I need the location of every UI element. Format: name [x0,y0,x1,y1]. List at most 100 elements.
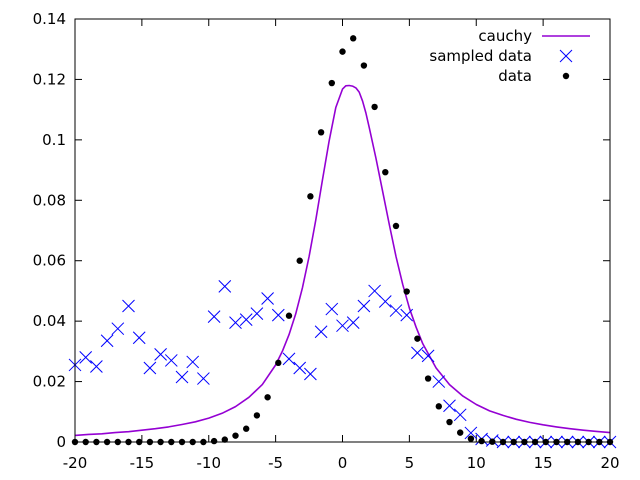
cross-stroke [293,361,307,375]
data-point [414,335,421,342]
cross-stroke [111,322,125,336]
series-layer [68,35,617,449]
sampled-data-point [282,352,296,366]
data-point [253,412,261,419]
sampled-data-point [293,361,307,375]
cross-stroke [164,354,178,367]
sampled-data-point [229,316,242,330]
data-point [243,425,250,432]
cross-stroke [389,304,403,317]
cross-stroke [559,49,573,63]
y-tick-label: 0.02 [33,373,66,391]
data-point [339,48,346,55]
cross-stroke [186,355,200,369]
sampled-data-point [261,292,274,305]
x-tick-label: 15 [534,454,553,472]
x-tick-label: -20 [63,454,88,472]
cross-stroke [400,308,414,322]
sampled-data-point [143,361,157,375]
data-point [382,168,389,176]
sampled-data-point [325,302,339,316]
sampled-data-point [164,354,178,367]
y-tick-label: 0.08 [33,191,66,209]
cross-stroke [443,399,456,413]
x-tick-label: 0 [338,454,348,472]
series-cauchy-line [74,84,611,437]
data-point [221,436,228,443]
cross-stroke [336,319,349,333]
sampled-data-point [336,319,349,333]
cross-stroke [207,310,221,323]
sampled-data-point [411,346,424,360]
data-point [457,429,464,436]
data-point [446,418,453,426]
cross-stroke [250,307,264,320]
y-tick-label: 0.12 [33,70,66,88]
data-point [232,432,239,439]
sampled-data-point [100,334,114,348]
sampled-data-point [271,308,285,322]
cross-stroke [271,308,285,322]
ticks-layer: -20 -15 -10 -5 0 5 10 15 20 0 0.02 0.04 0.06 0.08 0.1 0… [33,10,620,472]
sampled-data-point [314,325,328,339]
x-tick-label: 10 [467,454,486,472]
cross-stroke [239,313,253,326]
sampled-data-point [357,299,371,313]
data-point [392,222,400,230]
sampled-data-point [432,375,446,388]
cross-stroke [122,299,135,313]
y-tick-label: 0.06 [33,252,66,270]
data-point [478,437,485,445]
cross-stroke [175,370,189,384]
data-point [264,394,271,401]
data-point [210,437,218,445]
x-tick-label: -5 [268,454,283,472]
cross-stroke [411,346,424,360]
data-point [317,129,325,136]
sampled-data-point [132,331,146,345]
y-tick-label: 0 [56,433,66,451]
x-tick-label: -10 [197,454,222,472]
sampled-data-point [453,408,467,422]
cross-stroke [432,375,446,388]
data-point [435,403,442,410]
cross-stroke [453,408,467,422]
sampled-data-point [111,322,125,336]
cross-stroke [357,299,371,313]
cross-stroke [218,280,232,293]
cross-stroke [100,334,114,348]
cross-stroke [464,426,478,440]
sampled-data-point [400,308,414,322]
legend-label: data [498,67,532,85]
cross-stroke [197,372,210,385]
cross-stroke [79,351,93,364]
cross-stroke [314,325,328,339]
legend: cauchy sampled data data [429,27,590,85]
sampled-data-point [421,349,435,363]
sampled-data-point [368,284,381,298]
cross-stroke [143,361,157,375]
cross-stroke [325,302,339,316]
cross-stroke [229,316,242,330]
legend-swatch-cross [559,49,573,63]
data-point [371,103,378,111]
cross-stroke [304,367,317,381]
sampled-data-point [197,372,210,385]
x-tick-label: -15 [130,454,155,472]
sampled-data-point [464,426,478,440]
y-tick-label: 0.14 [33,10,66,28]
cross-stroke [368,284,381,298]
data-point [403,288,410,295]
cross-stroke [261,292,274,305]
sampled-data-point [443,399,456,413]
data-point [350,35,357,42]
sampled-data-point [378,295,392,308]
cross-stroke [132,331,146,345]
cross-stroke [421,349,435,363]
sampled-data-point [186,355,200,369]
sampled-data-point [122,299,135,313]
data-point [296,257,303,264]
data-point [328,79,335,87]
